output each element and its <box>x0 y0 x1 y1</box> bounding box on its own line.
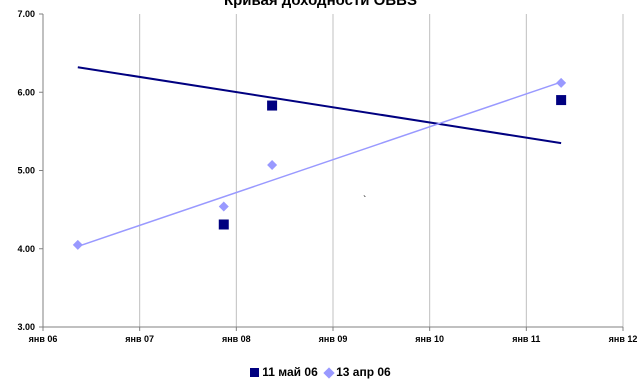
y-tick-label: 3.00 <box>17 322 35 332</box>
data-point-series-2 <box>72 239 83 250</box>
data-point-series-2 <box>218 201 229 212</box>
y-tick-label: 4.00 <box>17 244 35 254</box>
legend-label-series-2: 13 апр 06 <box>336 365 391 379</box>
trendline-series-2 <box>77 81 562 248</box>
y-tick-label: 6.00 <box>17 87 35 97</box>
legend-item-series-1: 11 май 06 <box>250 365 318 379</box>
data-point-series-2 <box>267 160 278 171</box>
legend-marker-series-2 <box>323 367 335 379</box>
x-tick-label: янв 10 <box>415 334 444 344</box>
x-tick-label: янв 08 <box>222 334 251 344</box>
legend: 11 май 06 13 апр 06 <box>0 365 641 379</box>
y-tick-label: 7.00 <box>17 9 35 19</box>
chart-title: Кривая доходности OBBS <box>223 0 418 9</box>
data-point-series-1 <box>556 95 567 106</box>
legend-item-series-2: 13 апр 06 <box>323 365 391 379</box>
trendline-series-1 <box>77 66 562 145</box>
x-tick-label: янв 12 <box>609 334 638 344</box>
data-point-series-1 <box>218 219 229 230</box>
data-point-series-1 <box>267 100 278 111</box>
x-tick-label: янв 11 <box>512 334 540 344</box>
legend-marker-series-1 <box>250 368 260 377</box>
x-tick-label: янв 06 <box>29 334 58 344</box>
legend-label-series-1: 11 май 06 <box>262 365 318 379</box>
data-point-series-2 <box>556 77 567 88</box>
x-tick-label: янв 09 <box>319 334 348 344</box>
stray-annotation: ` <box>363 195 367 206</box>
x-tick-label: янв 07 <box>125 334 154 344</box>
y-tick-label: 5.00 <box>17 166 35 176</box>
